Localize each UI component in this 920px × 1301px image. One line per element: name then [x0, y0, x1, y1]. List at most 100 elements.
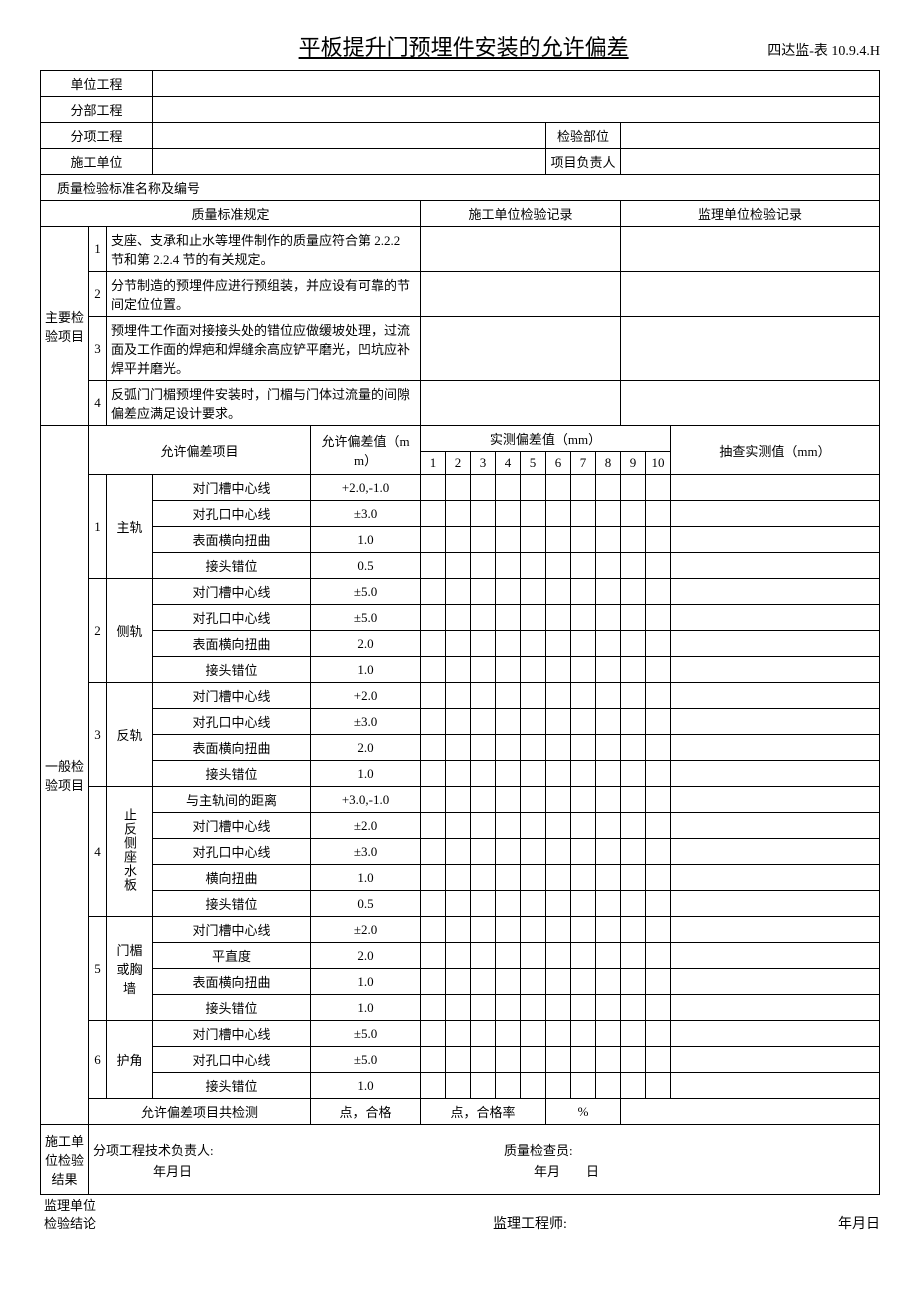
- measured-cell[interactable]: [596, 1047, 621, 1073]
- measured-cell[interactable]: [546, 787, 571, 813]
- main-item-construction-record[interactable]: [421, 317, 621, 381]
- measured-cell[interactable]: [446, 1047, 471, 1073]
- spot-check-cell[interactable]: [671, 787, 880, 813]
- measured-cell[interactable]: [596, 969, 621, 995]
- measured-cell[interactable]: [621, 1047, 646, 1073]
- measured-cell[interactable]: [596, 865, 621, 891]
- measured-cell[interactable]: [646, 813, 671, 839]
- measured-cell[interactable]: [546, 813, 571, 839]
- measured-cell[interactable]: [421, 579, 446, 605]
- measured-cell[interactable]: [471, 813, 496, 839]
- measured-cell[interactable]: [621, 813, 646, 839]
- measured-cell[interactable]: [446, 735, 471, 761]
- measured-cell[interactable]: [571, 787, 596, 813]
- measured-cell[interactable]: [621, 995, 646, 1021]
- measured-cell[interactable]: [646, 553, 671, 579]
- measured-cell[interactable]: [571, 1073, 596, 1099]
- measured-cell[interactable]: [646, 1073, 671, 1099]
- measured-cell[interactable]: [596, 579, 621, 605]
- measured-cell[interactable]: [496, 605, 521, 631]
- measured-cell[interactable]: [471, 605, 496, 631]
- measured-cell[interactable]: [421, 709, 446, 735]
- measured-cell[interactable]: [496, 1021, 521, 1047]
- measured-cell[interactable]: [471, 527, 496, 553]
- measured-cell[interactable]: [596, 735, 621, 761]
- measured-cell[interactable]: [546, 501, 571, 527]
- measured-cell[interactable]: [521, 735, 546, 761]
- measured-cell[interactable]: [471, 995, 496, 1021]
- measured-cell[interactable]: [596, 761, 621, 787]
- spot-check-cell[interactable]: [671, 579, 880, 605]
- measured-cell[interactable]: [496, 865, 521, 891]
- measured-cell[interactable]: [446, 579, 471, 605]
- field-item-project[interactable]: [153, 123, 546, 149]
- measured-cell[interactable]: [546, 995, 571, 1021]
- measured-cell[interactable]: [421, 631, 446, 657]
- measured-cell[interactable]: [421, 839, 446, 865]
- measured-cell[interactable]: [621, 605, 646, 631]
- measured-cell[interactable]: [646, 475, 671, 501]
- measured-cell[interactable]: [546, 761, 571, 787]
- measured-cell[interactable]: [496, 917, 521, 943]
- measured-cell[interactable]: [521, 579, 546, 605]
- measured-cell[interactable]: [596, 527, 621, 553]
- measured-cell[interactable]: [471, 709, 496, 735]
- field-unit-project[interactable]: [153, 71, 880, 97]
- measured-cell[interactable]: [571, 605, 596, 631]
- measured-cell[interactable]: [596, 995, 621, 1021]
- measured-cell[interactable]: [546, 709, 571, 735]
- measured-cell[interactable]: [646, 1021, 671, 1047]
- spot-check-cell[interactable]: [671, 1021, 880, 1047]
- measured-cell[interactable]: [496, 761, 521, 787]
- measured-cell[interactable]: [646, 709, 671, 735]
- measured-cell[interactable]: [421, 735, 446, 761]
- measured-cell[interactable]: [621, 683, 646, 709]
- measured-cell[interactable]: [571, 839, 596, 865]
- measured-cell[interactable]: [571, 1047, 596, 1073]
- measured-cell[interactable]: [521, 657, 546, 683]
- measured-cell[interactable]: [546, 657, 571, 683]
- measured-cell[interactable]: [546, 1073, 571, 1099]
- measured-cell[interactable]: [596, 475, 621, 501]
- measured-cell[interactable]: [596, 813, 621, 839]
- measured-cell[interactable]: [646, 917, 671, 943]
- spot-check-cell[interactable]: [671, 1073, 880, 1099]
- measured-cell[interactable]: [571, 501, 596, 527]
- measured-cell[interactable]: [521, 891, 546, 917]
- spot-check-cell[interactable]: [671, 943, 880, 969]
- measured-cell[interactable]: [621, 579, 646, 605]
- measured-cell[interactable]: [446, 969, 471, 995]
- measured-cell[interactable]: [546, 527, 571, 553]
- measured-cell[interactable]: [571, 995, 596, 1021]
- spot-check-cell[interactable]: [671, 761, 880, 787]
- measured-cell[interactable]: [496, 943, 521, 969]
- measured-cell[interactable]: [621, 839, 646, 865]
- measured-cell[interactable]: [446, 475, 471, 501]
- measured-cell[interactable]: [571, 657, 596, 683]
- measured-cell[interactable]: [571, 683, 596, 709]
- spot-check-cell[interactable]: [671, 605, 880, 631]
- measured-cell[interactable]: [521, 761, 546, 787]
- measured-cell[interactable]: [421, 917, 446, 943]
- measured-cell[interactable]: [496, 501, 521, 527]
- spot-check-cell[interactable]: [671, 683, 880, 709]
- measured-cell[interactable]: [496, 839, 521, 865]
- measured-cell[interactable]: [521, 683, 546, 709]
- measured-cell[interactable]: [596, 501, 621, 527]
- measured-cell[interactable]: [621, 709, 646, 735]
- measured-cell[interactable]: [646, 839, 671, 865]
- measured-cell[interactable]: [621, 865, 646, 891]
- field-project-leader[interactable]: [621, 149, 880, 175]
- measured-cell[interactable]: [646, 761, 671, 787]
- measured-cell[interactable]: [496, 683, 521, 709]
- measured-cell[interactable]: [596, 917, 621, 943]
- measured-cell[interactable]: [471, 865, 496, 891]
- measured-cell[interactable]: [621, 631, 646, 657]
- spot-check-cell[interactable]: [671, 1047, 880, 1073]
- measured-cell[interactable]: [521, 865, 546, 891]
- summary-blank[interactable]: [621, 1099, 880, 1125]
- main-item-construction-record[interactable]: [421, 381, 621, 426]
- measured-cell[interactable]: [571, 709, 596, 735]
- measured-cell[interactable]: [596, 1073, 621, 1099]
- spot-check-cell[interactable]: [671, 631, 880, 657]
